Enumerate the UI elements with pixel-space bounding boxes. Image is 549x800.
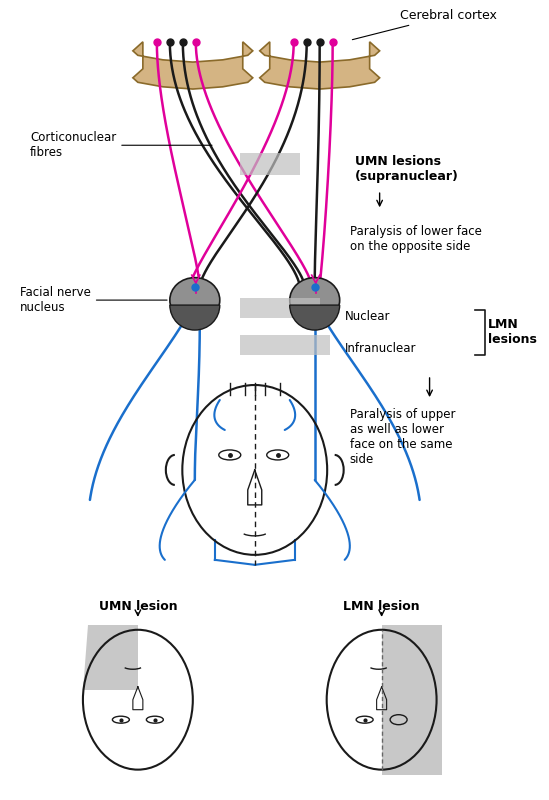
Text: LMN lesion: LMN lesion: [343, 600, 420, 613]
Ellipse shape: [170, 278, 220, 322]
Text: Paralysis of lower face
on the opposite side: Paralysis of lower face on the opposite …: [350, 225, 481, 253]
Polygon shape: [83, 625, 138, 690]
Text: UMN lesion: UMN lesion: [99, 600, 177, 613]
FancyBboxPatch shape: [240, 154, 300, 175]
Wedge shape: [170, 305, 220, 330]
Polygon shape: [382, 625, 441, 774]
Text: Infranuclear: Infranuclear: [345, 342, 416, 354]
Text: Corticonuclear
fibres: Corticonuclear fibres: [30, 131, 212, 159]
Text: Nuclear: Nuclear: [345, 310, 390, 322]
Text: Facial nerve
nucleus: Facial nerve nucleus: [20, 286, 167, 314]
Polygon shape: [133, 42, 253, 89]
Wedge shape: [290, 305, 340, 330]
Ellipse shape: [290, 278, 340, 322]
FancyBboxPatch shape: [240, 335, 330, 355]
Polygon shape: [260, 42, 379, 89]
Text: UMN lesions
(supranuclear): UMN lesions (supranuclear): [355, 155, 458, 183]
Text: Cerebral cortex: Cerebral cortex: [352, 9, 496, 40]
FancyBboxPatch shape: [240, 298, 320, 318]
Text: LMN
lesions: LMN lesions: [488, 318, 536, 346]
Text: Paralysis of upper
as well as lower
face on the same
side: Paralysis of upper as well as lower face…: [350, 408, 455, 466]
